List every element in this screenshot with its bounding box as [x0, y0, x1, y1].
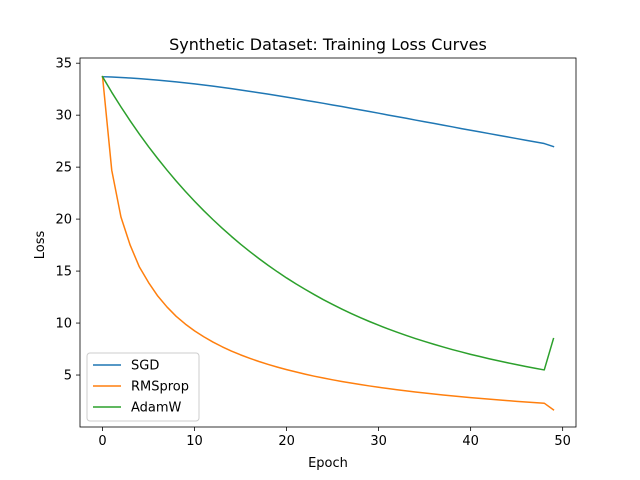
x-tick-label: 40: [462, 434, 479, 449]
x-tick-label: 50: [554, 434, 571, 449]
series-line-adamw: [101, 75, 555, 371]
y-tick-label: 10: [55, 317, 72, 332]
y-tick-label: 30: [55, 109, 72, 124]
y-tick-label: 20: [55, 213, 72, 228]
legend: SGD RMSprop AdamW: [86, 352, 200, 422]
y-tick-label: 25: [55, 161, 72, 176]
y-axis-title: Loss: [33, 231, 48, 260]
legend-label-adamw: AdamW: [131, 401, 182, 416]
x-axis-title: Epoch: [308, 456, 348, 471]
chart-title: Synthetic Dataset: Training Loss Curves: [169, 35, 487, 54]
y-tick-label: 5: [64, 369, 72, 384]
series-line-rmsprop: [101, 75, 555, 411]
x-tick-label: 10: [186, 434, 203, 449]
x-tick-label: 20: [278, 434, 295, 449]
y-tick-label: 35: [55, 57, 72, 72]
plot-area: 0 10 20 30 40 50 5 10 15 20 25 30 35: [55, 57, 577, 449]
y-tick-label: 15: [55, 265, 72, 280]
legend-box: [86, 352, 200, 422]
axes-frame: [79, 57, 577, 428]
series-line-sgd: [101, 75, 555, 148]
legend-label-rmsprop: RMSprop: [131, 380, 189, 395]
legend-label-sgd: SGD: [131, 359, 159, 374]
x-tick-label: 0: [98, 434, 106, 449]
x-tick-label: 30: [370, 434, 387, 449]
